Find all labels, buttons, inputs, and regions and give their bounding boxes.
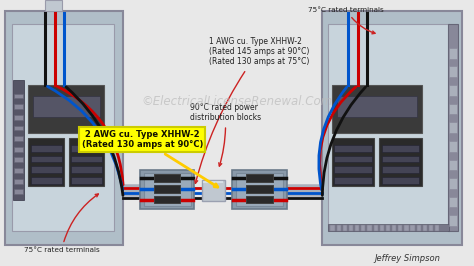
FancyBboxPatch shape (449, 48, 457, 59)
FancyBboxPatch shape (154, 174, 180, 182)
FancyBboxPatch shape (382, 156, 419, 162)
Text: 75°C rated terminals: 75°C rated terminals (308, 7, 384, 34)
FancyBboxPatch shape (449, 104, 457, 114)
FancyBboxPatch shape (31, 166, 62, 173)
FancyBboxPatch shape (382, 177, 419, 184)
FancyBboxPatch shape (337, 96, 417, 117)
FancyBboxPatch shape (71, 145, 102, 152)
FancyBboxPatch shape (71, 166, 102, 173)
FancyBboxPatch shape (140, 170, 194, 209)
FancyBboxPatch shape (382, 145, 419, 152)
FancyBboxPatch shape (154, 185, 180, 193)
Text: ©ElectricalLicenseRenewal.Com: ©ElectricalLicenseRenewal.Com (141, 95, 333, 107)
FancyBboxPatch shape (334, 166, 372, 173)
FancyBboxPatch shape (31, 177, 62, 184)
Text: 90°C rated power
distribution blocks: 90°C rated power distribution blocks (190, 103, 261, 166)
FancyBboxPatch shape (449, 178, 457, 189)
FancyBboxPatch shape (328, 224, 449, 231)
FancyBboxPatch shape (449, 66, 457, 77)
Text: Jeffrey Simpson: Jeffrey Simpson (375, 254, 440, 263)
FancyBboxPatch shape (448, 24, 458, 231)
FancyBboxPatch shape (449, 160, 457, 170)
FancyBboxPatch shape (14, 168, 23, 173)
FancyBboxPatch shape (380, 225, 384, 231)
FancyBboxPatch shape (31, 156, 62, 162)
FancyBboxPatch shape (14, 94, 23, 98)
FancyBboxPatch shape (202, 180, 225, 201)
FancyBboxPatch shape (334, 145, 372, 152)
FancyBboxPatch shape (14, 126, 23, 130)
FancyBboxPatch shape (14, 136, 23, 141)
FancyBboxPatch shape (14, 147, 23, 152)
FancyBboxPatch shape (379, 138, 422, 186)
FancyBboxPatch shape (328, 24, 449, 231)
FancyBboxPatch shape (12, 24, 114, 231)
FancyBboxPatch shape (382, 166, 419, 173)
FancyBboxPatch shape (28, 138, 64, 186)
FancyBboxPatch shape (154, 196, 180, 203)
FancyBboxPatch shape (343, 225, 347, 231)
FancyBboxPatch shape (349, 225, 353, 231)
FancyBboxPatch shape (374, 225, 378, 231)
FancyBboxPatch shape (334, 156, 372, 162)
FancyBboxPatch shape (246, 185, 273, 193)
FancyBboxPatch shape (332, 138, 374, 186)
FancyBboxPatch shape (449, 215, 457, 226)
FancyBboxPatch shape (144, 173, 191, 206)
Text: 2 AWG cu. Type XHHW-2
(Rated 130 amps at 90°C): 2 AWG cu. Type XHHW-2 (Rated 130 amps at… (82, 130, 218, 187)
FancyBboxPatch shape (31, 145, 62, 152)
FancyBboxPatch shape (386, 225, 390, 231)
FancyBboxPatch shape (14, 179, 23, 184)
FancyBboxPatch shape (154, 196, 180, 203)
FancyBboxPatch shape (14, 189, 23, 194)
FancyBboxPatch shape (154, 185, 180, 193)
Text: 1 AWG cu. Type XHHW-2
(Rated 145 amps at 90°C)
(Rated 130 amps at 75°C): 1 AWG cu. Type XHHW-2 (Rated 145 amps at… (195, 37, 309, 183)
FancyBboxPatch shape (246, 174, 273, 182)
FancyBboxPatch shape (398, 225, 402, 231)
FancyBboxPatch shape (404, 225, 409, 231)
FancyBboxPatch shape (236, 173, 283, 206)
FancyBboxPatch shape (322, 11, 462, 245)
FancyBboxPatch shape (71, 156, 102, 162)
FancyBboxPatch shape (449, 122, 457, 133)
FancyBboxPatch shape (246, 196, 273, 203)
FancyBboxPatch shape (449, 141, 457, 152)
FancyBboxPatch shape (435, 225, 439, 231)
FancyBboxPatch shape (449, 197, 457, 207)
FancyBboxPatch shape (69, 138, 104, 186)
FancyBboxPatch shape (232, 170, 287, 209)
Text: 75°C rated terminals: 75°C rated terminals (24, 194, 100, 253)
FancyBboxPatch shape (246, 196, 273, 203)
FancyBboxPatch shape (71, 177, 102, 184)
FancyBboxPatch shape (423, 225, 427, 231)
FancyBboxPatch shape (337, 225, 341, 231)
FancyBboxPatch shape (410, 225, 415, 231)
FancyBboxPatch shape (367, 225, 372, 231)
FancyBboxPatch shape (417, 225, 421, 231)
FancyBboxPatch shape (14, 104, 23, 109)
FancyBboxPatch shape (5, 11, 123, 245)
FancyBboxPatch shape (13, 80, 24, 200)
FancyBboxPatch shape (334, 177, 372, 184)
FancyBboxPatch shape (154, 174, 180, 182)
FancyBboxPatch shape (355, 225, 359, 231)
FancyBboxPatch shape (392, 225, 396, 231)
FancyBboxPatch shape (429, 225, 433, 231)
FancyBboxPatch shape (361, 225, 365, 231)
FancyBboxPatch shape (246, 185, 273, 193)
FancyBboxPatch shape (14, 115, 23, 120)
FancyBboxPatch shape (14, 157, 23, 162)
FancyBboxPatch shape (332, 85, 422, 133)
FancyBboxPatch shape (45, 0, 62, 11)
FancyBboxPatch shape (28, 85, 104, 133)
FancyBboxPatch shape (330, 225, 335, 231)
FancyBboxPatch shape (246, 174, 273, 182)
FancyBboxPatch shape (33, 96, 100, 117)
FancyBboxPatch shape (449, 85, 457, 96)
